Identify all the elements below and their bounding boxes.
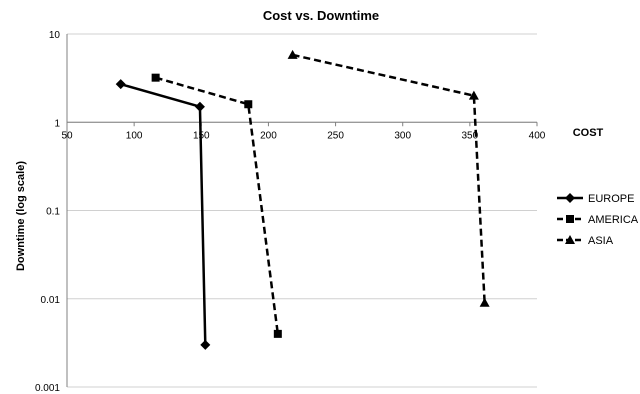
- data-point-america: [273, 329, 282, 338]
- axes: [66, 34, 538, 387]
- x-tick-label: 50: [61, 130, 73, 141]
- data-point-america: [151, 73, 160, 82]
- x-tick-label: 250: [327, 130, 344, 141]
- legend-item-asia: ASIA: [557, 235, 614, 247]
- data-point-europe: [194, 101, 205, 112]
- series-line-asia: [292, 53, 486, 303]
- y-tick-label: 10: [49, 30, 61, 41]
- data-point-europe: [115, 79, 126, 90]
- series-line-europe: [120, 82, 207, 345]
- x-tick-label: 100: [126, 130, 143, 141]
- legend-label: EUROPE: [588, 193, 634, 205]
- data-point-asia: [468, 90, 479, 100]
- x-axis-label: COST: [573, 127, 604, 139]
- y-tick-label: 0.01: [41, 295, 61, 306]
- legend-item-europe: EUROPE: [557, 193, 634, 205]
- y-tick-label: 0.1: [46, 207, 60, 218]
- chart-title: Cost vs. Downtime: [263, 8, 379, 23]
- series-america: [151, 73, 282, 338]
- series-layer: [115, 49, 490, 350]
- data-point-europe: [200, 339, 211, 350]
- x-tick-labels: 50 100 150 200 250 300 350 400: [61, 130, 545, 141]
- data-point-asia: [479, 297, 490, 307]
- x-tick-label: 300: [394, 130, 411, 141]
- x-tick-label: 350: [462, 130, 479, 141]
- legend-item-america: AMERICA: [557, 214, 639, 226]
- y-tick-label: 1: [54, 118, 60, 129]
- series-europe: [115, 79, 211, 350]
- x-tick-label: 400: [529, 130, 546, 141]
- legend-label: ASIA: [588, 235, 614, 247]
- x-tick-label: 200: [260, 130, 277, 141]
- legend-label: AMERICA: [588, 214, 639, 226]
- data-point-asia: [287, 49, 298, 59]
- legend: EUROPE AMERICA ASIA: [557, 193, 639, 247]
- y-axis-label: Downtime (log scale): [15, 161, 27, 271]
- legend-marker: [566, 215, 574, 223]
- series-asia: [287, 49, 490, 307]
- data-point-america: [244, 100, 253, 109]
- y-tick-label: 0.001: [35, 383, 60, 394]
- legend-marker: [565, 235, 575, 244]
- series-line-america: [155, 76, 280, 335]
- y-tick-labels: 10 1 0.1 0.01 0.001: [35, 30, 60, 394]
- gridlines: [67, 33, 537, 388]
- legend-marker: [565, 193, 575, 203]
